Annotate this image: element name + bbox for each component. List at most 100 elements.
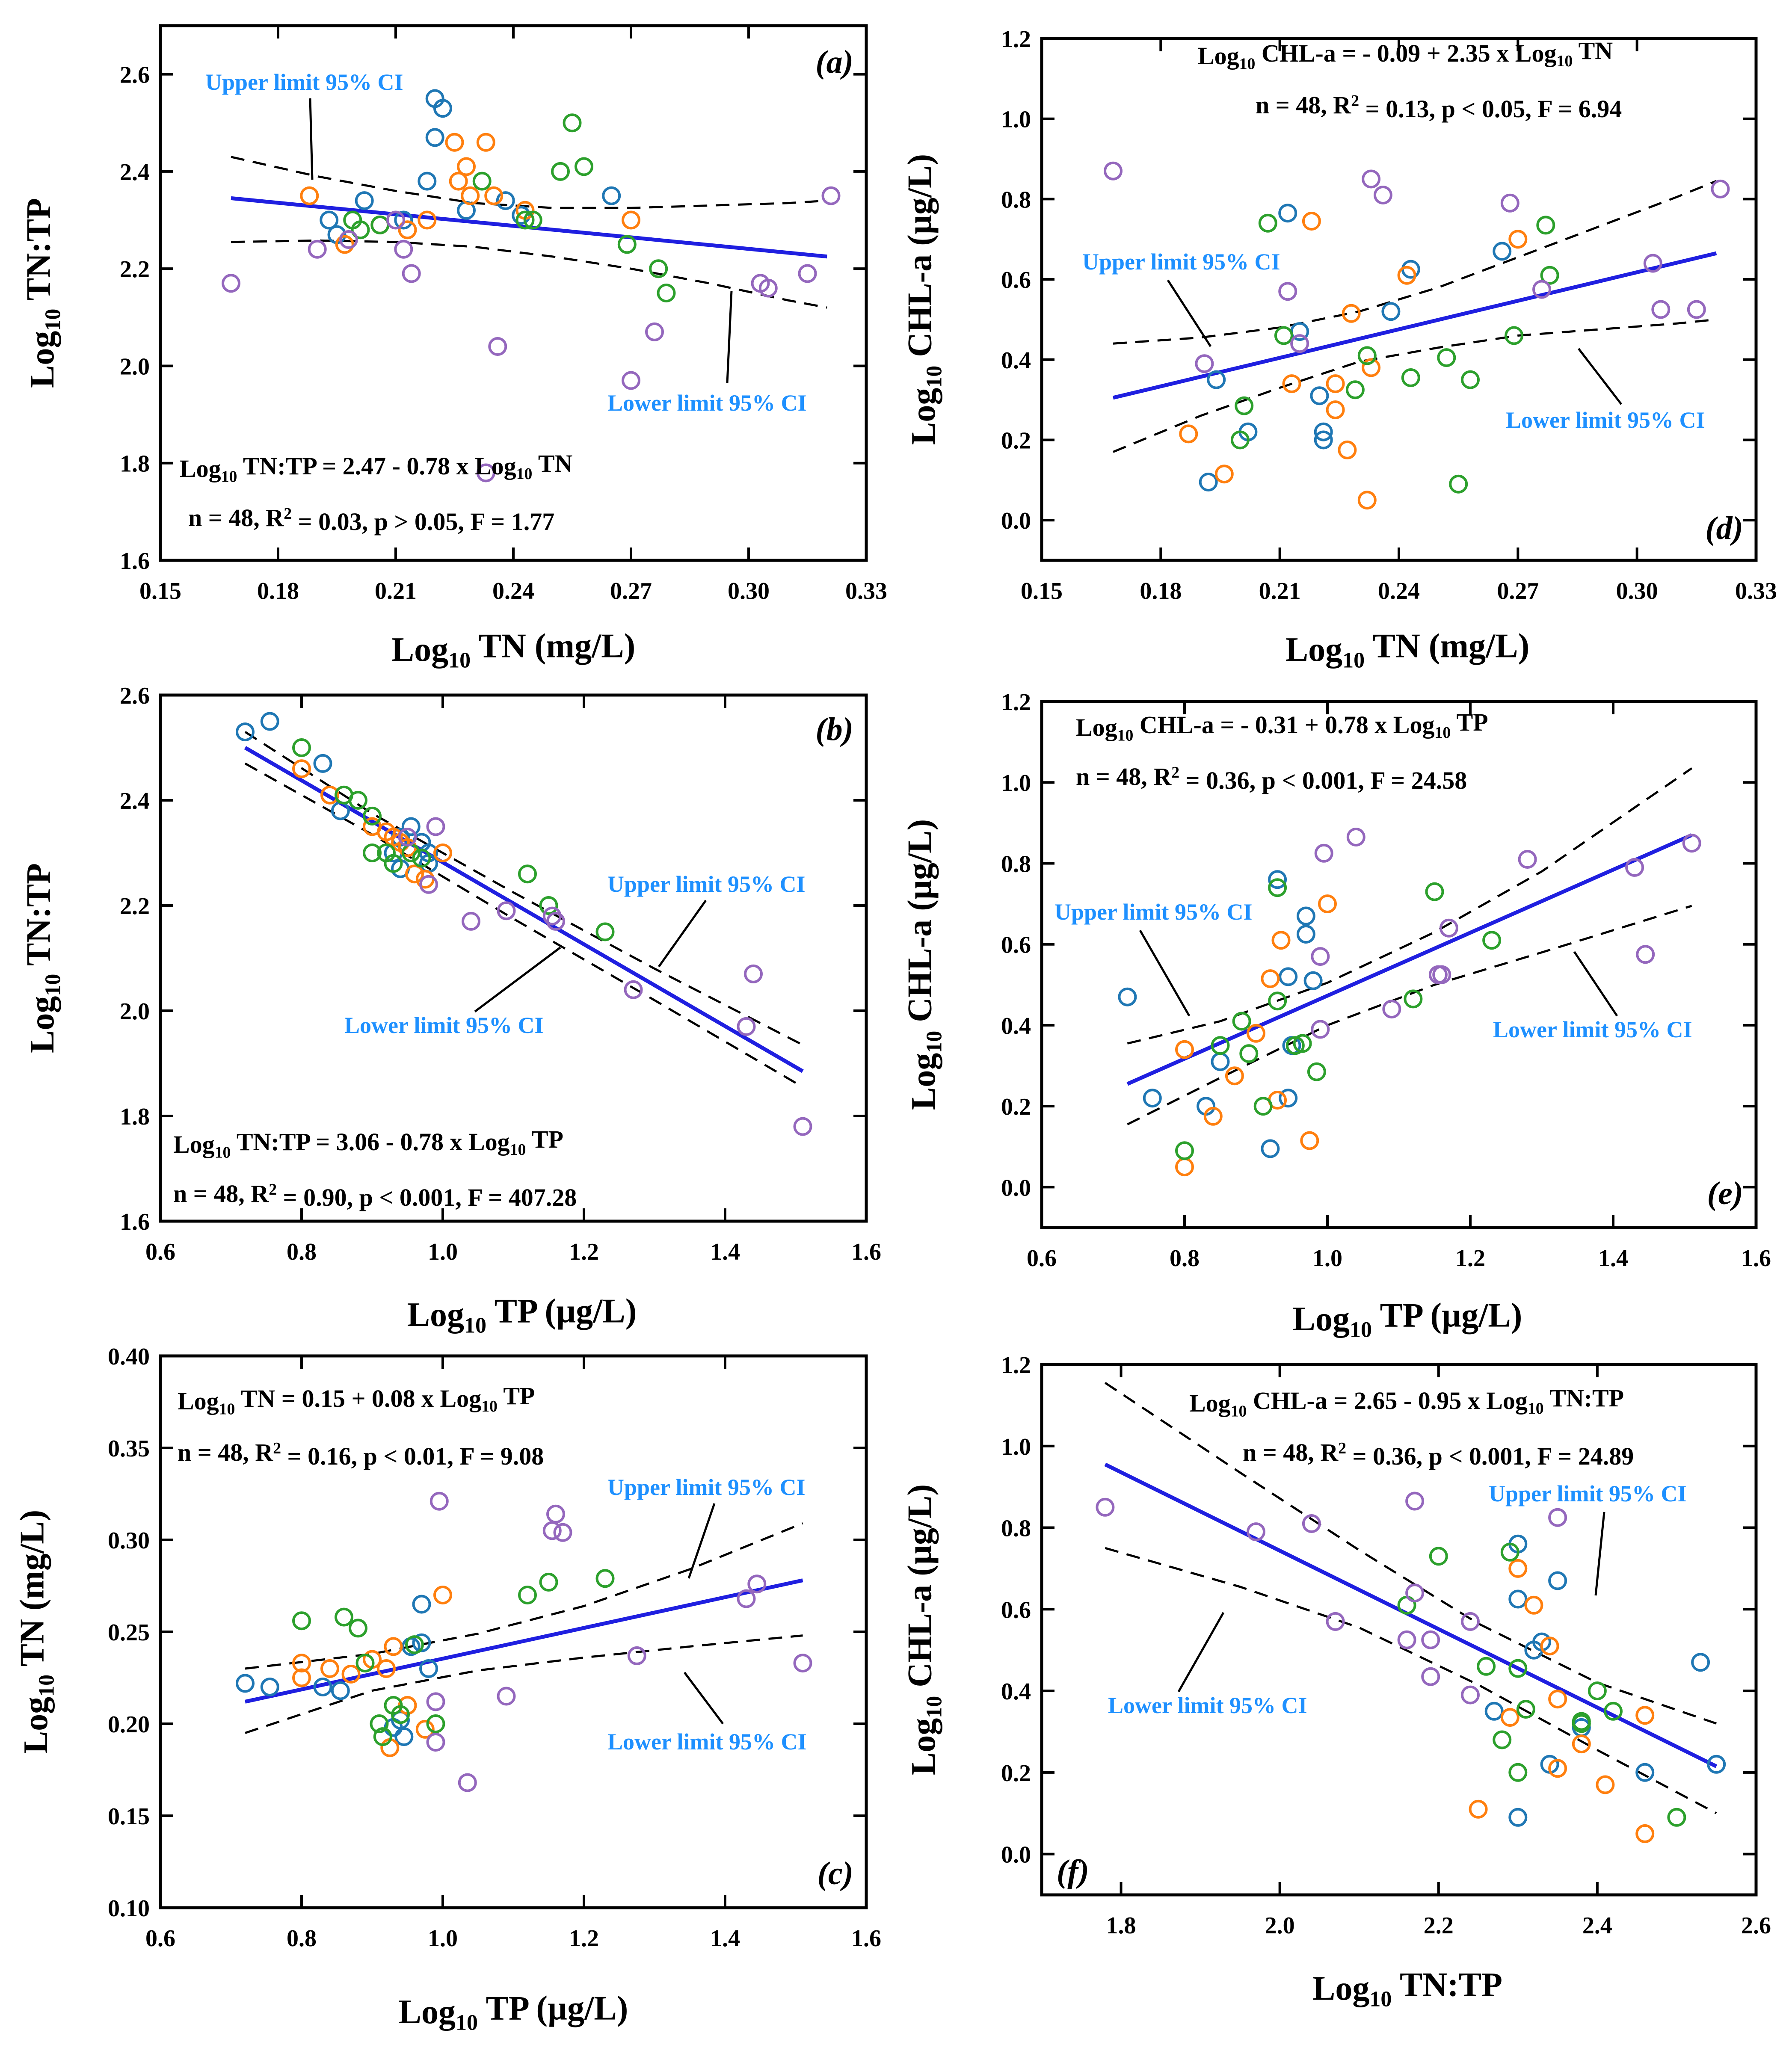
upper-ci-label: Upper limit 95% CI	[205, 69, 403, 95]
data-point	[394, 1727, 414, 1746]
y-tick-label: 0.8	[1001, 851, 1031, 877]
data-point	[1484, 1702, 1504, 1721]
x-axis-title: Log10 TN (mg/L)	[391, 627, 636, 673]
y-tick-labels: 0.0 0.2 0.4 0.6 0.8 1.0 1.2	[1001, 26, 1031, 534]
x-tick-label: 1.6	[851, 1925, 881, 1952]
lower-ci-label: Lower limit 95% CI	[607, 390, 806, 416]
data-point	[457, 157, 476, 176]
y-tick-label: 0.0	[1001, 1842, 1031, 1868]
y-axis-title: Log10 TN:TP	[20, 863, 65, 1053]
data-point	[433, 99, 452, 118]
x-tick-label: 0.27	[610, 578, 652, 604]
data-point	[341, 1664, 361, 1684]
x-tick-label: 1.2	[1455, 1245, 1485, 1272]
data-point	[1540, 1637, 1559, 1656]
data-point	[1682, 834, 1701, 853]
x-tick-label: 1.4	[1598, 1245, 1628, 1272]
data-point	[539, 1572, 558, 1592]
data-point	[1429, 1547, 1448, 1566]
data-points	[1096, 1492, 1726, 1843]
y-tick-label: 1.8	[120, 451, 150, 477]
data-point	[1508, 230, 1528, 249]
data-point	[1461, 370, 1480, 389]
data-point	[1326, 374, 1345, 394]
data-point	[595, 922, 615, 941]
x-tick-labels: 0.6 0.8 1.0 1.2 1.4 1.6	[145, 1925, 881, 1952]
x-tick-label: 0.8	[287, 1925, 317, 1952]
y-tick-label: 0.6	[1001, 267, 1031, 293]
data-point	[1643, 254, 1662, 273]
fit-line	[1104, 1462, 1718, 1768]
data-point	[1203, 1107, 1223, 1126]
data-point	[1687, 300, 1706, 319]
data-point	[1232, 1012, 1251, 1031]
y-tick-label: 0.0	[1001, 1175, 1031, 1201]
data-point	[737, 1017, 756, 1036]
data-point	[418, 172, 437, 191]
lower-ci-label: Lower limit 95% CI	[1108, 1693, 1307, 1718]
data-point	[391, 1705, 410, 1724]
y-axis-title: Log10 CHL-a (µg/L)	[901, 1484, 947, 1775]
data-point	[462, 912, 480, 931]
y-tick-label: 0.25	[108, 1619, 150, 1646]
y-tick-label: 2.6	[120, 683, 150, 709]
data-points	[1104, 161, 1730, 510]
data-point	[292, 1611, 311, 1631]
x-tick-label: 0.33	[1735, 578, 1777, 604]
y-tick-label: 0.6	[1001, 932, 1031, 959]
data-point	[461, 186, 480, 205]
lower-ci-pointer	[684, 1672, 724, 1725]
data-point	[1247, 1024, 1265, 1043]
data-point	[1326, 400, 1345, 420]
data-point	[737, 1589, 756, 1608]
data-point	[546, 912, 565, 931]
data-point	[401, 817, 421, 836]
lower-ci-pointer	[1578, 348, 1622, 405]
data-point	[476, 133, 495, 152]
panel-b: 0.6 0.8 1.0 1.2 1.4 1.6 1.6 1.8 2.0 2.2 2.4 2.6 (b…	[20, 683, 881, 1338]
y-axis-title: Log10 CHL-a (µg/L)	[901, 819, 947, 1110]
upper-ci-pointer	[1594, 1512, 1605, 1596]
y-tick-label: 0.20	[108, 1711, 150, 1738]
lower-ci-curve	[245, 1634, 803, 1734]
data-point	[1711, 179, 1730, 198]
upper-ci-pointer	[1167, 279, 1212, 347]
data-point	[551, 162, 570, 181]
data-point	[429, 1492, 449, 1511]
x-tick-label: 1.2	[569, 1239, 599, 1265]
data-point	[412, 1595, 431, 1614]
panel-label: (c)	[818, 1856, 853, 1891]
data-point	[1310, 386, 1329, 405]
x-tick-label: 1.4	[710, 1925, 740, 1952]
data-point	[523, 210, 542, 230]
data-point	[1508, 1559, 1528, 1578]
y-tick-label: 1.6	[120, 548, 150, 574]
y-tick-labels: 1.6 1.8 2.0 2.2 2.4 2.6	[120, 62, 150, 574]
data-point	[1540, 266, 1559, 285]
data-point	[320, 785, 339, 805]
data-point	[539, 896, 558, 915]
y-tick-label: 0.6	[1001, 1597, 1031, 1623]
regression-line	[1104, 1462, 1718, 1768]
panel-d: 0.15 0.18 0.21 0.24 0.27 0.30 0.33 0.00.20.40.…	[901, 26, 1777, 673]
upper-ci-pointer	[658, 900, 707, 968]
data-point	[308, 240, 327, 259]
y-tick-label: 1.0	[1001, 107, 1031, 133]
data-point	[1493, 1730, 1512, 1749]
data-point	[313, 754, 332, 773]
data-point	[1635, 1824, 1655, 1843]
data-point	[370, 1714, 389, 1733]
y-tick-label: 2.2	[120, 256, 150, 283]
plot-frame	[1040, 1363, 1758, 1897]
data-point	[1505, 326, 1524, 345]
x-tick-label: 0.21	[1259, 578, 1301, 604]
panel-c: 0.6 0.8 1.0 1.2 1.4 1.6 0.100.150.200.250.300…	[14, 1344, 881, 2035]
data-point	[1225, 1066, 1244, 1086]
data-point	[331, 1681, 350, 1700]
data-point	[1449, 474, 1468, 494]
lower-ci-pointer	[726, 290, 733, 383]
axis-ticks	[1040, 37, 1757, 560]
x-tick-label: 2.6	[1741, 1912, 1771, 1939]
data-point	[476, 463, 495, 482]
